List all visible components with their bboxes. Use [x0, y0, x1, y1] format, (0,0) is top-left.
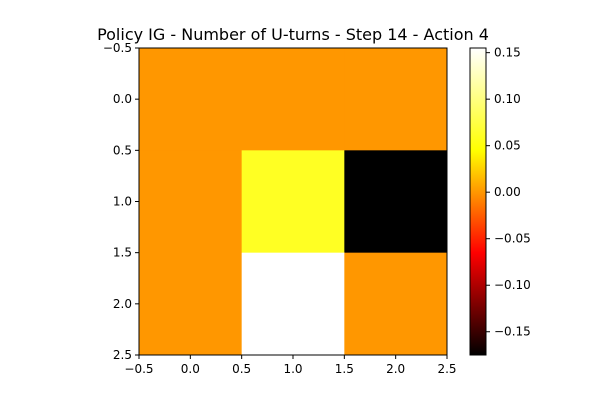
colorbar — [469, 47, 487, 356]
heatmap-cells — [139, 48, 448, 356]
y-tick-label: 0.0 — [113, 92, 132, 106]
heatmap-cell-2-1 — [241, 252, 345, 356]
heatmap-cell-0-2 — [344, 48, 448, 151]
x-tick-label: 2.5 — [437, 362, 456, 376]
x-axis: −0.5 0.0 0.5 1.0 1.5 2.0 2.5 — [124, 355, 457, 376]
colorbar-tick-label: 0.05 — [494, 139, 521, 153]
chart-title: Policy IG - Number of U-turns - Step 14 … — [97, 25, 489, 44]
y-axis: −0.5 0.0 0.5 1.0 1.5 2.0 2.5 — [103, 41, 139, 362]
x-tick-label: 0.5 — [232, 362, 251, 376]
x-tick-label: 1.5 — [335, 362, 354, 376]
heatmap-cell-1-2 — [344, 150, 448, 254]
heatmap-cell-1-0 — [139, 150, 243, 254]
x-tick-label: −0.5 — [124, 362, 153, 376]
y-tick-label: 1.5 — [113, 246, 132, 260]
colorbar-tick-label: 0.15 — [494, 46, 521, 60]
x-tick-label: 0.0 — [181, 362, 200, 376]
colorbar-tick-label: −0.05 — [494, 232, 531, 246]
y-tick-label: −0.5 — [103, 41, 132, 55]
colorbar-axis: 0.15 0.10 0.05 0.00 −0.05 −0.10 −0.15 — [486, 46, 531, 339]
y-tick-label: 2.5 — [113, 348, 132, 362]
colorbar-tick-label: −0.15 — [494, 325, 531, 339]
y-tick-label: 1.0 — [113, 195, 132, 209]
heatmap-cell-0-1 — [241, 48, 345, 151]
colorbar-tick-label: −0.10 — [494, 278, 531, 292]
y-tick-label: 0.5 — [113, 143, 132, 157]
heatmap-cell-0-0 — [139, 48, 243, 151]
heatmap-cell-2-0 — [139, 252, 243, 356]
y-tick-label: 2.0 — [113, 297, 132, 311]
x-tick-label: 2.0 — [386, 362, 405, 376]
x-tick-label: 1.0 — [283, 362, 302, 376]
heatmap-cell-2-2 — [344, 252, 448, 356]
colorbar-tick-label: 0.00 — [494, 185, 521, 199]
colorbar-tick-label: 0.10 — [494, 92, 521, 106]
heatmap-cell-1-1 — [241, 150, 345, 254]
